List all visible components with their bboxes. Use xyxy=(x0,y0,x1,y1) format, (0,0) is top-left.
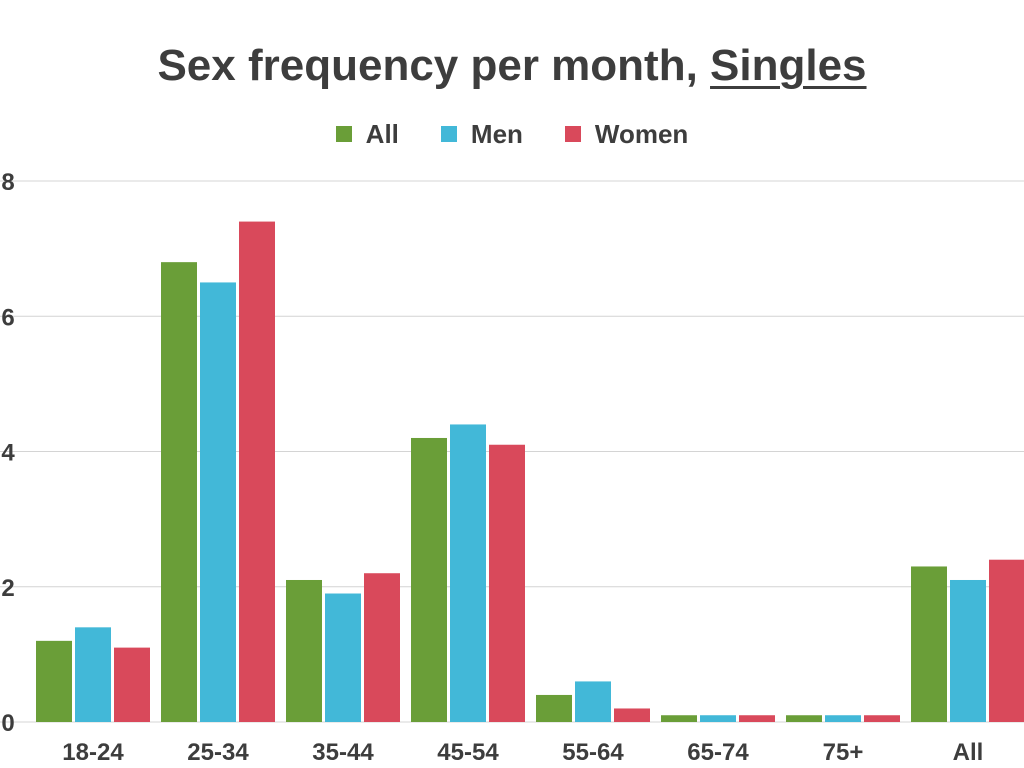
legend-label-men: Men xyxy=(470,119,523,149)
bar-women-35-44 xyxy=(364,573,400,722)
bar-men-65-74 xyxy=(700,715,736,722)
legend-item-men: Men xyxy=(440,116,523,152)
bar-all-75plus xyxy=(786,715,822,722)
legend-swatch-men xyxy=(440,126,457,142)
bar-men-45-54 xyxy=(450,424,486,722)
bar-women-25-34 xyxy=(239,221,275,722)
y-tick-label: 0 xyxy=(1,710,14,737)
x-tick-label: 35-44 xyxy=(312,739,374,766)
legend-label-all: All xyxy=(365,119,399,149)
bar-women-75plus xyxy=(864,715,900,722)
y-tick-label: 4 xyxy=(1,440,15,467)
x-tick-label: 45-54 xyxy=(437,739,499,766)
x-tick-label: 65-74 xyxy=(687,739,749,766)
bar-all-18-24 xyxy=(36,640,72,722)
bar-all-25-34 xyxy=(161,262,197,722)
bars xyxy=(36,221,1024,722)
x-tick-label: All xyxy=(953,739,984,766)
legend-label-women: Women xyxy=(594,119,689,149)
bar-men-75plus xyxy=(825,715,861,722)
bar-men-18-24 xyxy=(75,627,111,722)
legend-swatch-women xyxy=(564,126,581,142)
bar-women-55-64 xyxy=(614,708,650,722)
legend-swatch-all xyxy=(335,126,352,142)
bar-all-55-64 xyxy=(536,694,572,722)
x-tick-label: 18-24 xyxy=(62,739,124,766)
legend-item-all: All xyxy=(335,116,399,152)
legend-item-women: Women xyxy=(564,116,689,152)
y-axis-ticks: 0 2 4 6 8 xyxy=(1,169,15,737)
chart-title-emphasis: Singles xyxy=(710,41,867,90)
chart-title-text: Sex frequency per month, xyxy=(157,41,711,90)
bar-men-35-44 xyxy=(325,593,361,722)
bar-women-65-74 xyxy=(739,715,775,722)
x-tick-label: 55-64 xyxy=(562,739,624,766)
legend: All Men Women xyxy=(0,116,1024,152)
x-tick-label: 25-34 xyxy=(187,739,249,766)
bar-women-45-54 xyxy=(489,444,525,722)
y-tick-label: 6 xyxy=(1,304,14,331)
chart-title: Sex frequency per month, Singles xyxy=(0,38,1024,94)
bar-all-45-54 xyxy=(411,437,447,722)
x-tick-label: 75+ xyxy=(823,739,864,766)
x-axis-ticks: 18-24 25-34 35-44 45-54 55-64 65-74 75+ All xyxy=(62,739,983,766)
y-tick-label: 8 xyxy=(1,169,14,196)
bar-men-all xyxy=(950,579,986,722)
y-tick-label: 2 xyxy=(1,575,14,602)
bar-women-18-24 xyxy=(114,647,150,722)
bar-men-25-34 xyxy=(200,282,236,722)
bar-all-35-44 xyxy=(286,579,322,722)
bar-men-55-64 xyxy=(575,681,611,722)
bar-women-all xyxy=(989,559,1024,722)
bar-all-65-74 xyxy=(661,715,697,722)
bar-all-all xyxy=(911,566,947,722)
